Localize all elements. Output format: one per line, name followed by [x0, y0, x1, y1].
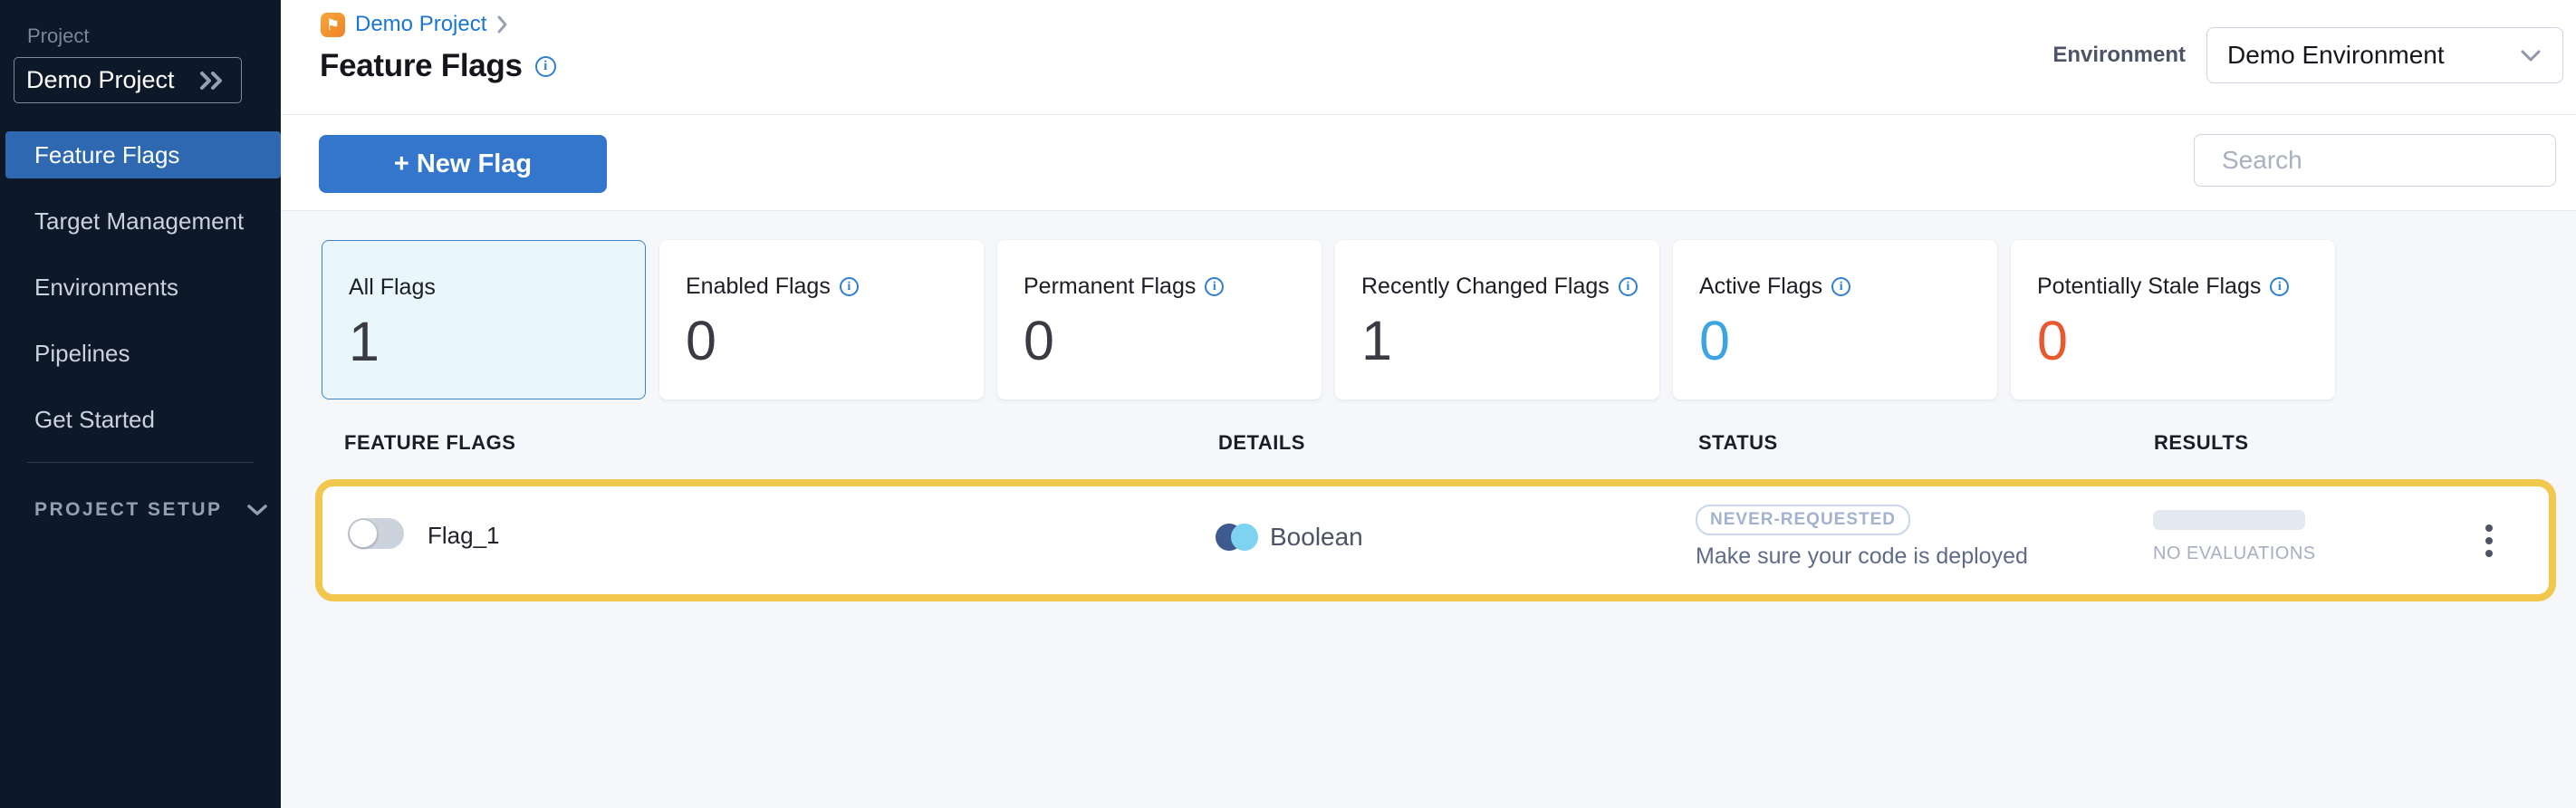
kebab-icon	[2485, 537, 2493, 544]
chevron-down-icon	[2521, 50, 2541, 61]
sidebar-item-label: Environments	[34, 273, 178, 301]
flag-name[interactable]: Flag_1	[428, 522, 500, 549]
title-row: Feature Flags i	[320, 48, 556, 84]
environment-label: Environment	[2052, 43, 2186, 67]
card-value: 0	[686, 310, 716, 371]
chevron-right-icon	[497, 15, 507, 34]
metric-card-permanent-flags[interactable]: Permanent Flags i 0	[997, 240, 1322, 399]
new-flag-button[interactable]: + New Flag	[319, 135, 607, 193]
search-input[interactable]	[2222, 146, 2549, 175]
toolbar: + New Flag	[281, 115, 2576, 211]
card-label: Recently Changed Flags	[1361, 274, 1610, 299]
page-header: ⚑ Demo Project Feature Flags i Environme…	[281, 0, 2576, 115]
info-icon[interactable]: i	[1618, 277, 1638, 296]
metric-card-recently-changed-flags[interactable]: Recently Changed Flags i 1	[1335, 240, 1659, 399]
info-icon[interactable]: i	[2270, 277, 2290, 296]
page-title: Feature Flags	[320, 48, 523, 83]
breadcrumb-project-link[interactable]: Demo Project	[355, 12, 487, 36]
flag-status-cell: NEVER-REQUESTED Make sure your code is d…	[1696, 505, 2028, 570]
column-header-status: STATUS	[1698, 431, 1778, 454]
column-header-results: RESULTS	[2154, 431, 2249, 454]
breadcrumb: ⚑ Demo Project	[321, 12, 508, 37]
environment-dropdown[interactable]: Demo Environment	[2206, 27, 2563, 83]
column-header-feature-flags: FEATURE FLAGS	[344, 431, 516, 454]
info-icon[interactable]: i	[1205, 277, 1225, 296]
card-label: Permanent Flags	[1024, 274, 1197, 299]
expand-sidebar-icon[interactable]	[197, 69, 228, 92]
info-icon[interactable]: i	[839, 277, 859, 296]
card-value: 0	[1699, 310, 1730, 371]
card-label: Potentially Stale Flags	[2037, 274, 2262, 299]
evaluations-placeholder-bar	[2153, 510, 2305, 530]
card-value: 0	[2037, 310, 2068, 371]
card-value: 1	[349, 311, 380, 372]
sidebar-section-project-setup[interactable]: PROJECT SETUP	[34, 499, 281, 521]
sidebar-item-label: Feature Flags	[34, 140, 180, 168]
sidebar-item-label: Get Started	[34, 405, 155, 433]
column-header-details: DETAILS	[1218, 431, 1305, 454]
environment-selector-area: Environment Demo Environment	[2052, 27, 2563, 83]
sidebar-item-get-started[interactable]: Get Started	[0, 396, 281, 443]
card-value: 1	[1361, 310, 1392, 371]
chevron-down-icon	[246, 505, 267, 515]
sidebar-divider	[27, 462, 254, 463]
sidebar-item-environments[interactable]: Environments	[0, 264, 281, 311]
status-badge: NEVER-REQUESTED	[1696, 505, 1911, 535]
sidebar-item-label: Pipelines	[34, 339, 130, 367]
card-label: Enabled Flags	[686, 274, 831, 299]
sidebar-item-pipelines[interactable]: Pipelines	[0, 330, 281, 377]
sidebar-nav: Feature Flags Target Management Environm…	[0, 131, 281, 443]
kebab-icon	[2485, 550, 2493, 557]
sidebar-item-label: Target Management	[34, 207, 245, 235]
project-selector[interactable]: Demo Project	[14, 57, 242, 103]
table-row[interactable]: Flag_1 Boolean NEVER-REQUESTED Make sure…	[315, 479, 2556, 601]
metric-card-all-flags[interactable]: All Flags 1	[322, 240, 646, 399]
flag-type: Boolean	[1270, 523, 1363, 551]
row-options-menu-button[interactable]	[2467, 517, 2511, 564]
sidebar-item-feature-flags[interactable]: Feature Flags	[5, 131, 281, 178]
project-label: Project	[27, 24, 90, 47]
project-selector-value: Demo Project	[26, 66, 175, 93]
flag-details-cell: Boolean	[1216, 523, 1363, 552]
metric-card-active-flags[interactable]: Active Flags i 0	[1673, 240, 1997, 399]
card-value: 0	[1024, 310, 1054, 371]
environment-dropdown-value: Demo Environment	[2227, 41, 2445, 69]
metric-card-enabled-flags[interactable]: Enabled Flags i 0	[659, 240, 984, 399]
sidebar-item-target-management[interactable]: Target Management	[0, 197, 281, 245]
card-label: All Flags	[349, 274, 436, 300]
card-label: Active Flags	[1699, 274, 1823, 299]
results-text: NO EVALUATIONS	[2153, 543, 2316, 563]
feature-flags-module-icon: ⚑	[321, 12, 345, 37]
flag-toggle-knob	[349, 519, 378, 548]
sidebar: Project Demo Project Feature Flags Targe…	[0, 0, 281, 808]
metric-cards: All Flags 1 Enabled Flags i 0 Permanent F…	[322, 240, 2556, 399]
main-area: ⚑ Demo Project Feature Flags i Environme…	[281, 0, 2576, 808]
status-text: Make sure your code is deployed	[1696, 543, 2028, 569]
project-setup-label: PROJECT SETUP	[34, 499, 223, 520]
flag-results-cell: NO EVALUATIONS	[2153, 510, 2316, 564]
info-icon[interactable]: i	[1831, 277, 1851, 296]
flag-toggle[interactable]	[348, 518, 404, 549]
metric-card-potentially-stale-flags[interactable]: Potentially Stale Flags i 0	[2011, 240, 2335, 399]
title-info-icon[interactable]: i	[534, 55, 556, 77]
table-header: FEATURE FLAGS DETAILS STATUS RESULTS	[315, 431, 2556, 454]
content: All Flags 1 Enabled Flags i 0 Permanent F…	[281, 211, 2576, 808]
search-box[interactable]	[2194, 134, 2556, 187]
boolean-type-icon	[1231, 524, 1258, 551]
kebab-icon	[2485, 524, 2493, 532]
